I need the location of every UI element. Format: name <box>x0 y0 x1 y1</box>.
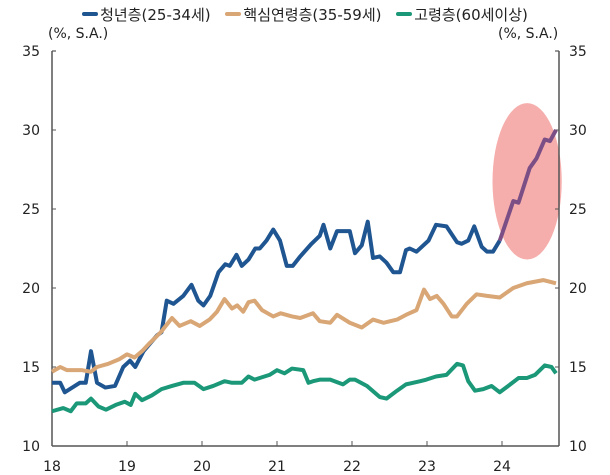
left-y-tick-label: 20 <box>22 281 40 297</box>
legend-item-youth: 청년층(25-34세) <box>82 4 211 25</box>
x-tick-label: 23 <box>418 459 436 475</box>
right-axis-unit: (%, S.A.) <box>498 26 559 42</box>
x-tick-label: 19 <box>118 459 136 475</box>
series-line-youth-highlighted <box>497 129 558 242</box>
legend-label-core: 핵심연령층(35-59세) <box>243 5 382 24</box>
x-tick-label: 18 <box>43 459 61 475</box>
legend-swatch-core <box>225 12 242 16</box>
right-y-tick-label: 15 <box>569 360 587 376</box>
left-y-tick-label: 30 <box>22 123 40 139</box>
legend-swatch-elderly <box>396 12 413 16</box>
right-y-tick-label: 30 <box>569 123 587 139</box>
x-tick-label: 20 <box>193 459 211 475</box>
right-y-tick-label: 10 <box>569 439 587 455</box>
series-line-youth <box>52 219 502 395</box>
legend-label-elderly: 고령층(60세이상) <box>414 5 528 24</box>
left-y-tick-label: 35 <box>22 44 40 60</box>
x-tick-label: 24 <box>493 459 511 475</box>
x-tick-label: 22 <box>343 459 361 475</box>
series-line-elderly <box>51 361 558 414</box>
legend-label-youth: 청년층(25-34세) <box>100 5 211 24</box>
legend: 청년층(25-34세) 핵심연령층(35-59세) 고령층(60세이상) <box>0 2 610 25</box>
left-y-tick-label: 25 <box>22 202 40 218</box>
x-tick-label: 21 <box>268 459 286 475</box>
legend-item-elderly: 고령층(60세이상) <box>396 4 528 25</box>
right-y-tick-label: 25 <box>569 202 587 218</box>
left-y-tick-label: 10 <box>22 439 40 455</box>
right-y-tick-label: 35 <box>569 44 587 60</box>
series-line-core <box>51 278 557 374</box>
right-y-tick-label: 20 <box>569 281 587 297</box>
legend-swatch-youth <box>82 12 99 16</box>
left-axis-unit: (%, S.A.) <box>48 26 109 42</box>
legend-item-core: 핵심연령층(35-59세) <box>225 4 382 25</box>
left-y-tick-label: 15 <box>22 360 40 376</box>
